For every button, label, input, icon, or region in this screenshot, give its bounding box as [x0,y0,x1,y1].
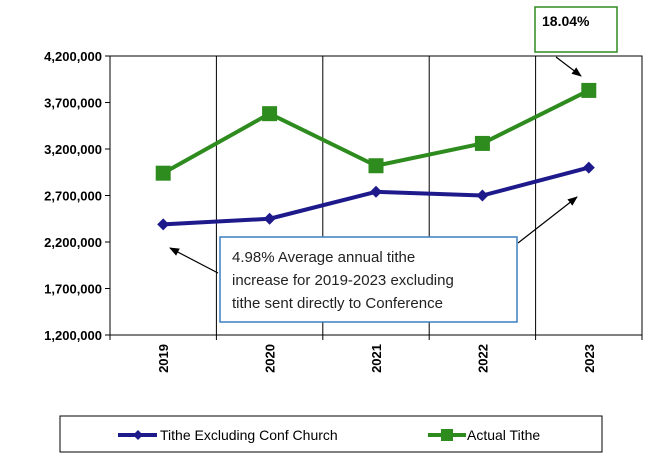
callout: 4.98% Average annual tithe increase for … [169,196,578,323]
pct-box [534,6,618,53]
y-tick-label: 1,700,000 [44,282,102,297]
callout-line-1: 4.98% Average annual tithe [232,249,415,266]
pct-text: 18.04% [542,13,590,29]
point-tithe-excluding [157,218,170,231]
point-actual-tithe [262,106,278,122]
point-tithe-excluding [263,212,276,225]
y-tick-label: 3,200,000 [44,142,102,157]
point-actual-tithe [581,82,597,98]
y-axis: 1,200,000 1,700,000 2,200,000 2,700,000 3,20… [44,49,110,343]
y-tick-label: 2,200,000 [44,235,102,250]
pct-arrow [555,56,582,77]
x-tick-label: 2019 [156,344,171,373]
pct-annotation: 18.04% [534,6,618,77]
y-tick-label: 1,200,000 [44,328,102,343]
legend: Tithe Excluding Conf Church Actual Tithe [59,415,603,453]
x-tick-label: 2023 [582,344,597,373]
x-axis: 2019 2020 2021 2022 2023 [109,335,643,373]
y-tick-label: 4,200,000 [44,49,102,64]
point-tithe-excluding [476,189,489,202]
legend-label-tithe-excluding: Tithe Excluding Conf Church [160,427,338,443]
y-tick-label: 2,700,000 [44,189,102,204]
x-tick-label: 2022 [475,344,490,373]
legend-marker-actual-tithe [441,429,453,441]
callout-line-2: increase for 2019-2023 excluding [232,272,454,289]
callout-box [219,236,518,323]
legend-marker-tithe-excluding [133,430,143,440]
y-tick-label: 3,700,000 [44,96,102,111]
point-actual-tithe [368,158,384,174]
point-actual-tithe [155,165,171,181]
point-actual-tithe [474,135,490,151]
series-layer [155,82,597,231]
callout-arrow-right [517,196,578,244]
callout-arrow-left [169,247,219,274]
callout-line-3: tithe sent directly to Conference [232,295,443,312]
x-tick-label: 2020 [263,344,278,373]
x-tick-label: 2021 [369,344,384,373]
legend-label-actual-tithe: Actual Tithe [467,427,540,443]
point-tithe-excluding [582,161,595,174]
point-tithe-excluding [370,185,382,198]
